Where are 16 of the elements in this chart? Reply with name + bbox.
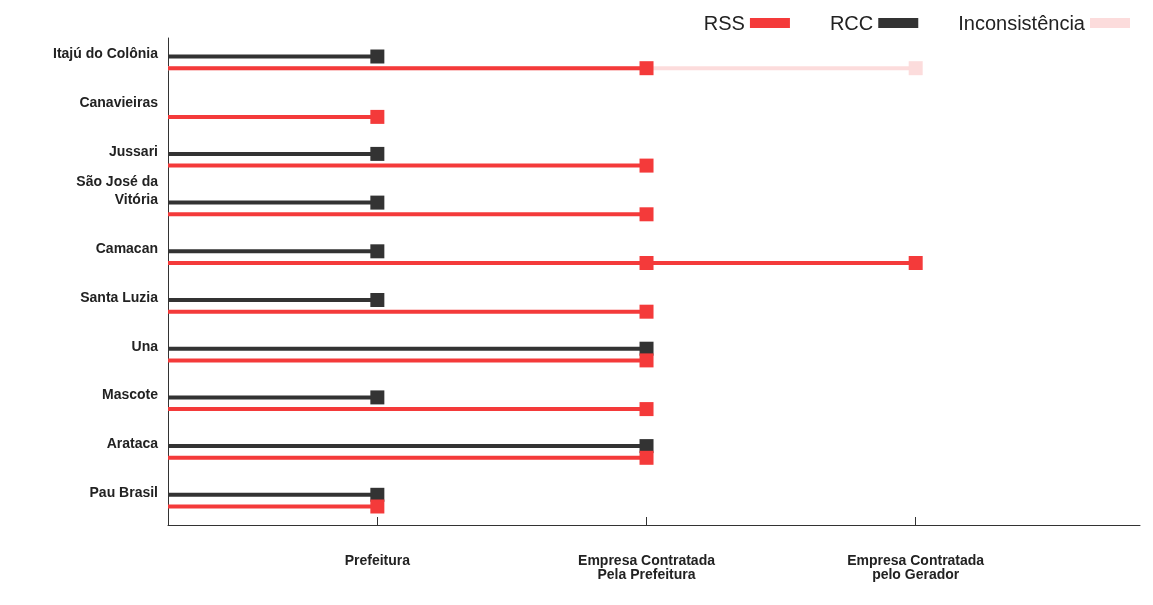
legend-label: RCC: [829, 12, 874, 34]
text: Empresa Contratada Pela Prefeitura: [578, 552, 716, 582]
y-tick-label: Itajú do Colônia: [53, 45, 159, 62]
y-tick-label: Camacan: [95, 240, 158, 257]
y-tick-label: São José da Vitória: [76, 173, 159, 208]
y-tick-label: Canavieiras: [79, 94, 159, 111]
y-tick-label: Una: [131, 337, 159, 354]
text: Prefeitura: [344, 552, 411, 568]
y-tick-label: Santa Luzia: [80, 288, 159, 305]
y-tick-label: Arataca: [106, 434, 159, 451]
legend-label: Inconsistência: [958, 12, 1086, 34]
y-tick-label: Pau Brasil: [89, 483, 158, 500]
text: Empresa Contratada pelo Gerador: [847, 552, 985, 582]
legend-label: RSS: [703, 12, 745, 34]
y-tick-label: Jussari: [108, 142, 158, 159]
y-tick-label: Mascote: [101, 386, 159, 403]
